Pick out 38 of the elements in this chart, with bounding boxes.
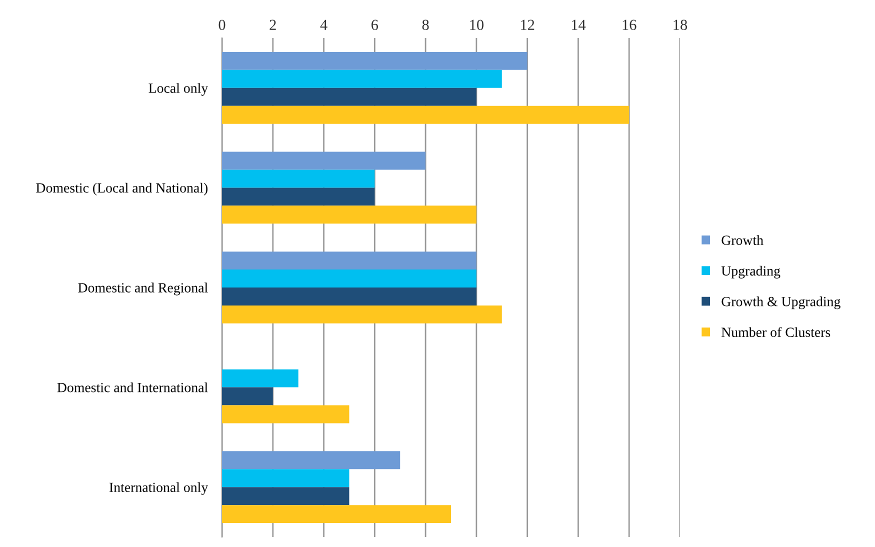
bar	[222, 170, 375, 188]
bar	[222, 188, 375, 206]
x-tick-label: 12	[521, 20, 534, 30]
x-tick-label: 8	[422, 20, 429, 30]
x-tick-label: 18	[674, 20, 688, 30]
legend-label: Growth & Upgrading	[722, 296, 840, 310]
bar	[222, 451, 400, 470]
y-tick-label: Domestic (Local and National)	[36, 182, 208, 196]
bar	[222, 305, 502, 324]
y-tick-label: Local only	[148, 83, 208, 96]
y-tick-label: International only	[109, 482, 208, 495]
bar	[222, 152, 426, 170]
bar	[222, 252, 476, 270]
x-tick-label: 4	[320, 20, 328, 30]
bar	[222, 405, 350, 424]
x-tick-label: 16	[622, 20, 636, 30]
bar	[222, 70, 502, 88]
bar	[222, 505, 451, 524]
x-tick-label: 6	[372, 20, 378, 30]
bar	[222, 288, 476, 306]
x-tick-label: 14	[572, 20, 586, 30]
bar	[222, 369, 298, 388]
bar	[222, 487, 350, 506]
x-tick-label: 0	[218, 20, 226, 30]
legend-label: Upgrading	[721, 266, 780, 278]
legend-label: Number of Clusters	[722, 327, 830, 337]
bar	[222, 106, 630, 124]
bar	[222, 206, 476, 224]
legend-label: Growth	[722, 235, 764, 245]
x-tick-label: 2	[270, 20, 276, 30]
bar	[222, 52, 528, 70]
bar	[222, 270, 476, 288]
x-tick-label: 10	[470, 20, 484, 30]
y-tick-label: Domestic and International	[57, 382, 208, 392]
bar	[222, 88, 476, 106]
bar	[222, 387, 273, 406]
y-tick-label: Domestic and Regional	[78, 282, 208, 296]
bar	[222, 469, 350, 488]
